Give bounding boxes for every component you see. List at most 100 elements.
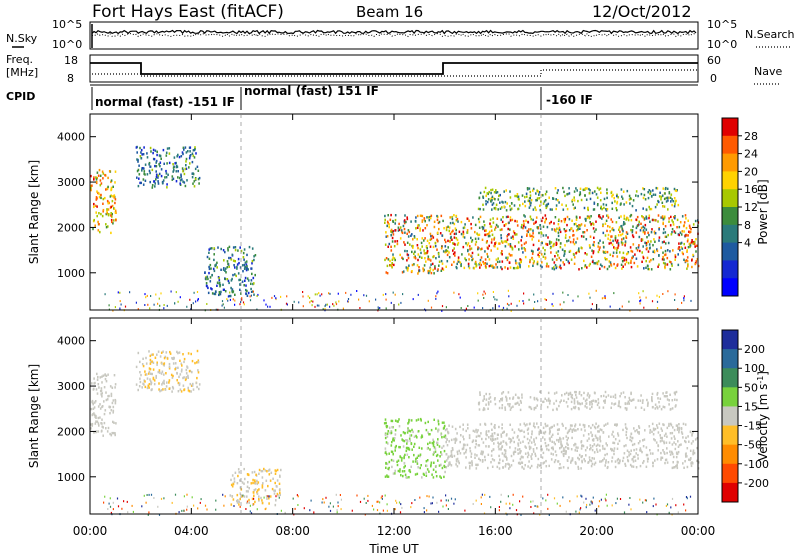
power-noise-cell xyxy=(477,292,479,295)
velocity-cell-4 xyxy=(491,428,493,431)
velocity-cell-4 xyxy=(494,438,497,441)
power-cell-5 xyxy=(573,207,575,210)
power-cell-4 xyxy=(452,229,454,232)
velocity-cell-4 xyxy=(562,437,565,440)
velocity-cell-4 xyxy=(651,430,653,433)
velocity-cell-3 xyxy=(407,447,409,451)
velocity-cell-1 xyxy=(149,354,152,358)
power-cell-2 xyxy=(225,271,227,274)
velocity-cell-4 xyxy=(451,455,453,458)
velocity-cell-4 xyxy=(475,467,478,470)
power-cell-4 xyxy=(694,262,696,266)
velocity-cell-3 xyxy=(437,459,439,462)
velocity-cell-5 xyxy=(652,405,654,409)
power-cell-4 xyxy=(572,234,574,237)
velocity-noise-cell xyxy=(489,495,491,498)
power-cell-4 xyxy=(639,229,642,232)
velocity-cell-5 xyxy=(575,396,578,399)
power-cell-3 xyxy=(407,235,410,238)
power-cell-1 xyxy=(174,162,176,165)
velocity-cell-1 xyxy=(183,376,185,379)
power-colorbar-box xyxy=(722,260,738,279)
power-cell-3 xyxy=(441,245,443,248)
velocity-cell-0 xyxy=(98,386,100,389)
power-cell-4 xyxy=(481,225,484,229)
velocity-cell-4 xyxy=(554,450,557,453)
power-cell-0 xyxy=(93,205,95,209)
velocity-cell-4 xyxy=(496,433,499,436)
velocity-cell-3 xyxy=(393,437,396,440)
velocity-cell-1 xyxy=(187,352,190,355)
power-noise-cell xyxy=(193,291,195,294)
power-noise-cell xyxy=(302,295,304,298)
velocity-cell-1 xyxy=(189,382,192,386)
power-cell-4 xyxy=(644,217,646,220)
power-cell-4 xyxy=(664,235,667,238)
power-cell-3 xyxy=(407,229,410,232)
power-cell-4 xyxy=(605,219,608,222)
power-noise-cell xyxy=(149,307,151,310)
velocity-cell-4 xyxy=(613,441,616,445)
velocity-noise-cell xyxy=(197,507,199,510)
velocity-cell-4 xyxy=(630,439,633,443)
power-cell-4 xyxy=(650,231,653,234)
power-cell-4 xyxy=(683,221,686,224)
power-cell-4 xyxy=(669,250,671,253)
power-cell-0 xyxy=(102,202,104,205)
power-cell-3 xyxy=(417,246,419,250)
velocity-cell-5 xyxy=(529,396,532,399)
power-cell-4 xyxy=(531,257,534,261)
power-noise-cell xyxy=(683,297,685,300)
power-cell-4 xyxy=(521,235,523,239)
velocity-cell-5 xyxy=(656,407,659,410)
power-cell-4 xyxy=(644,231,646,234)
velocity-cell-5 xyxy=(570,395,573,398)
power-cell-4 xyxy=(592,251,595,255)
velocity-cell-2 xyxy=(279,488,281,491)
velocity-cell-4 xyxy=(492,438,495,441)
power-cell-4 xyxy=(619,230,621,234)
power-cell-1 xyxy=(189,150,191,153)
power-noise-cell xyxy=(232,298,234,301)
velocity-cell-3 xyxy=(392,472,395,475)
power-cell-4 xyxy=(491,264,494,267)
velocity-noise-cell xyxy=(490,506,492,509)
velocity-cell-5 xyxy=(663,406,666,409)
power-cell-0 xyxy=(90,174,92,178)
power-cell-2 xyxy=(205,276,207,279)
velocity-cell-3 xyxy=(443,449,446,453)
power-cell-3 xyxy=(411,250,413,254)
velocity-cell-4 xyxy=(459,425,461,429)
velocity-cell-0 xyxy=(101,395,103,398)
velocity-cell-2 xyxy=(254,500,256,504)
power-cell-4 xyxy=(555,258,558,261)
velocity-noise-cell xyxy=(505,502,507,505)
velocity-cell-4 xyxy=(666,447,668,450)
power-cell-5 xyxy=(667,208,669,211)
velocity-noise-cell xyxy=(585,506,587,509)
velocity-cell-3 xyxy=(431,473,433,476)
power-cell-4 xyxy=(555,266,558,270)
power-cell-5 xyxy=(656,187,659,190)
power-cell-5 xyxy=(491,203,494,206)
power-cell-5 xyxy=(509,208,512,211)
power-cell-0 xyxy=(95,211,97,214)
velocity-cell-3 xyxy=(417,454,420,457)
power-cell-4 xyxy=(617,244,620,247)
power-cell-4 xyxy=(468,253,470,256)
power-cell-2 xyxy=(218,281,221,285)
velocity-cell-4 xyxy=(462,423,464,426)
power-cell-4 xyxy=(471,239,474,242)
power-cell-5 xyxy=(509,190,511,193)
velocity-cell-4 xyxy=(502,459,504,463)
velocity-cell-3 xyxy=(409,439,411,442)
power-cell-4 xyxy=(501,241,504,244)
power-cell-2 xyxy=(243,248,246,251)
power-cell-0 xyxy=(110,188,112,192)
power-noise-cell xyxy=(484,292,486,295)
power-cell-3 xyxy=(402,224,405,228)
power-cell-5 xyxy=(555,207,557,211)
power-cell-3 xyxy=(384,258,386,262)
velocity-cell-4 xyxy=(689,430,692,434)
velocity-cell-3 xyxy=(391,450,394,454)
